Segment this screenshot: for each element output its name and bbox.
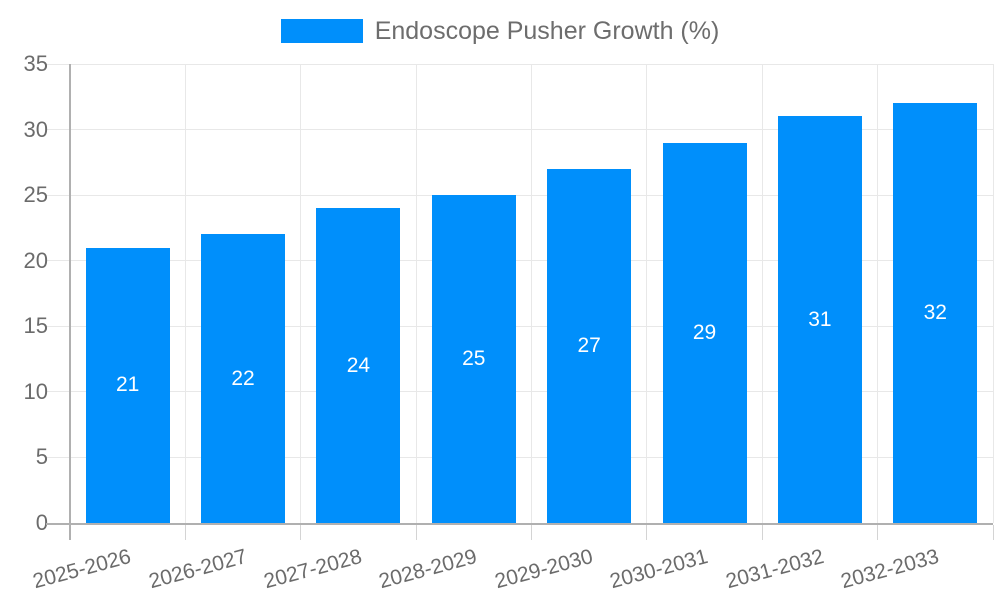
x-gridline — [415, 64, 417, 523]
bar[interactable]: 24 — [316, 208, 401, 523]
x-axis-tick — [531, 525, 532, 540]
x-axis-line — [46, 523, 993, 525]
y-axis-label: 35 — [23, 51, 48, 76]
x-gridline — [184, 64, 186, 523]
y-axis-label: 5 — [35, 444, 48, 470]
x-gridline — [531, 64, 532, 523]
x-axis-label: 2028-2029 — [376, 545, 480, 594]
x-axis-tick — [992, 525, 994, 540]
bar-value-label: 21 — [116, 373, 140, 397]
y-axis-label: 25 — [23, 182, 48, 208]
y-axis-label: 15 — [23, 313, 48, 339]
x-axis-label: 2032-2033 — [838, 545, 942, 594]
bar-value-label: 25 — [462, 347, 486, 371]
y-gridline — [46, 194, 993, 196]
x-axis-tick — [877, 525, 879, 540]
bar[interactable]: 25 — [431, 195, 516, 523]
x-gridline — [877, 64, 879, 523]
x-axis-label: 2030-2031 — [607, 545, 711, 594]
x-axis-label: 2027-2028 — [261, 545, 365, 594]
x-axis-label: 2026-2027 — [146, 545, 250, 594]
y-axis-label: 0 — [35, 510, 48, 535]
bar[interactable]: 31 — [777, 116, 862, 523]
y-gridline — [46, 456, 993, 458]
bar-value-label: 27 — [577, 333, 601, 357]
y-axis-line — [69, 64, 71, 540]
bar[interactable]: 27 — [547, 168, 632, 523]
y-axis-label: 20 — [23, 247, 48, 273]
y-gridline — [46, 260, 993, 262]
y-gridline — [46, 325, 993, 327]
legend[interactable]: Endoscope Pusher Growth (%) — [0, 14, 1000, 48]
bar-value-label: 32 — [923, 301, 947, 325]
x-axis-tick — [646, 525, 648, 540]
x-axis-tick — [415, 525, 417, 540]
bar-value-label: 24 — [346, 353, 371, 377]
bar[interactable]: 21 — [85, 247, 170, 523]
legend-swatch-icon — [280, 19, 363, 43]
x-gridline — [992, 64, 994, 523]
bar[interactable]: 29 — [662, 142, 747, 523]
x-gridline — [300, 64, 302, 523]
bar-value-label: 22 — [231, 366, 255, 390]
x-gridline — [761, 64, 763, 523]
bar[interactable]: 22 — [201, 234, 286, 523]
y-gridline — [46, 391, 993, 393]
x-axis-tick — [184, 525, 186, 540]
x-gridline — [646, 64, 648, 523]
x-axis-label: 2031-2032 — [722, 545, 826, 594]
x-axis-tick — [300, 525, 302, 540]
x-axis-tick — [761, 525, 763, 540]
x-axis-label: 2025-2026 — [30, 545, 134, 594]
x-axis-label: 2029-2030 — [492, 545, 596, 594]
bar[interactable]: 32 — [893, 103, 978, 523]
legend-label: Endoscope Pusher Growth (%) — [374, 16, 720, 45]
y-gridline — [46, 63, 993, 65]
bar-value-label: 29 — [692, 320, 717, 344]
y-axis-label: 10 — [23, 378, 48, 404]
y-gridline — [46, 129, 993, 131]
y-axis-label: 30 — [23, 116, 48, 142]
bar-value-label: 31 — [808, 307, 832, 331]
